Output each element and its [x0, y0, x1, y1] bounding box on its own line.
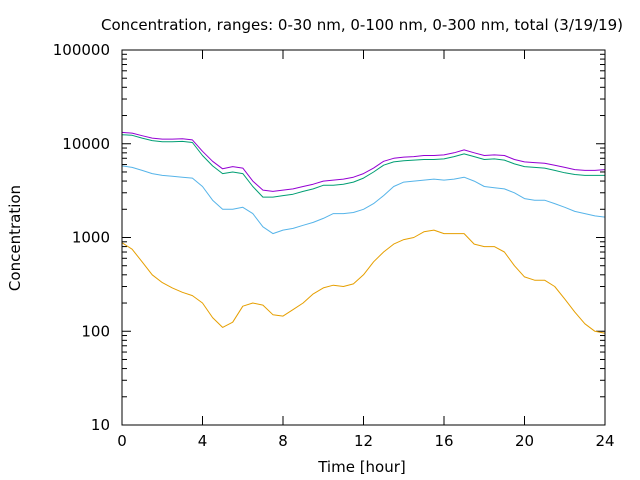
axis-ticks: 10 100 1000 10000 100000 0 4 8 12 16 20 24 — [53, 41, 615, 450]
y-tick-label: 10000 — [62, 135, 110, 153]
plot-frame — [121, 49, 606, 426]
y-tick-label: 100000 — [53, 41, 110, 59]
y-tick-label: 1000 — [72, 229, 110, 247]
series-layer — [121, 131, 606, 334]
x-tick-label: 4 — [198, 432, 208, 450]
x-tick-label: 8 — [278, 432, 288, 450]
series-line-1 — [121, 131, 606, 192]
x-tick-label: 24 — [595, 432, 614, 450]
y-tick-label: 10 — [91, 416, 110, 434]
y-tick-label: 100 — [81, 322, 110, 340]
x-axis-label: Time [hour] — [317, 458, 406, 476]
x-tick-label: 0 — [117, 432, 127, 450]
x-tick-label: 20 — [515, 432, 534, 450]
series-line-3 — [121, 165, 606, 235]
x-tick-label: 16 — [434, 432, 453, 450]
x-tick-label: 12 — [354, 432, 373, 450]
chart-title: Concentration, ranges: 0-30 nm, 0-100 nm… — [101, 16, 623, 34]
series-line-2 — [121, 134, 605, 198]
y-axis-label: Concentration — [6, 185, 24, 291]
series-line-4 — [121, 229, 606, 334]
